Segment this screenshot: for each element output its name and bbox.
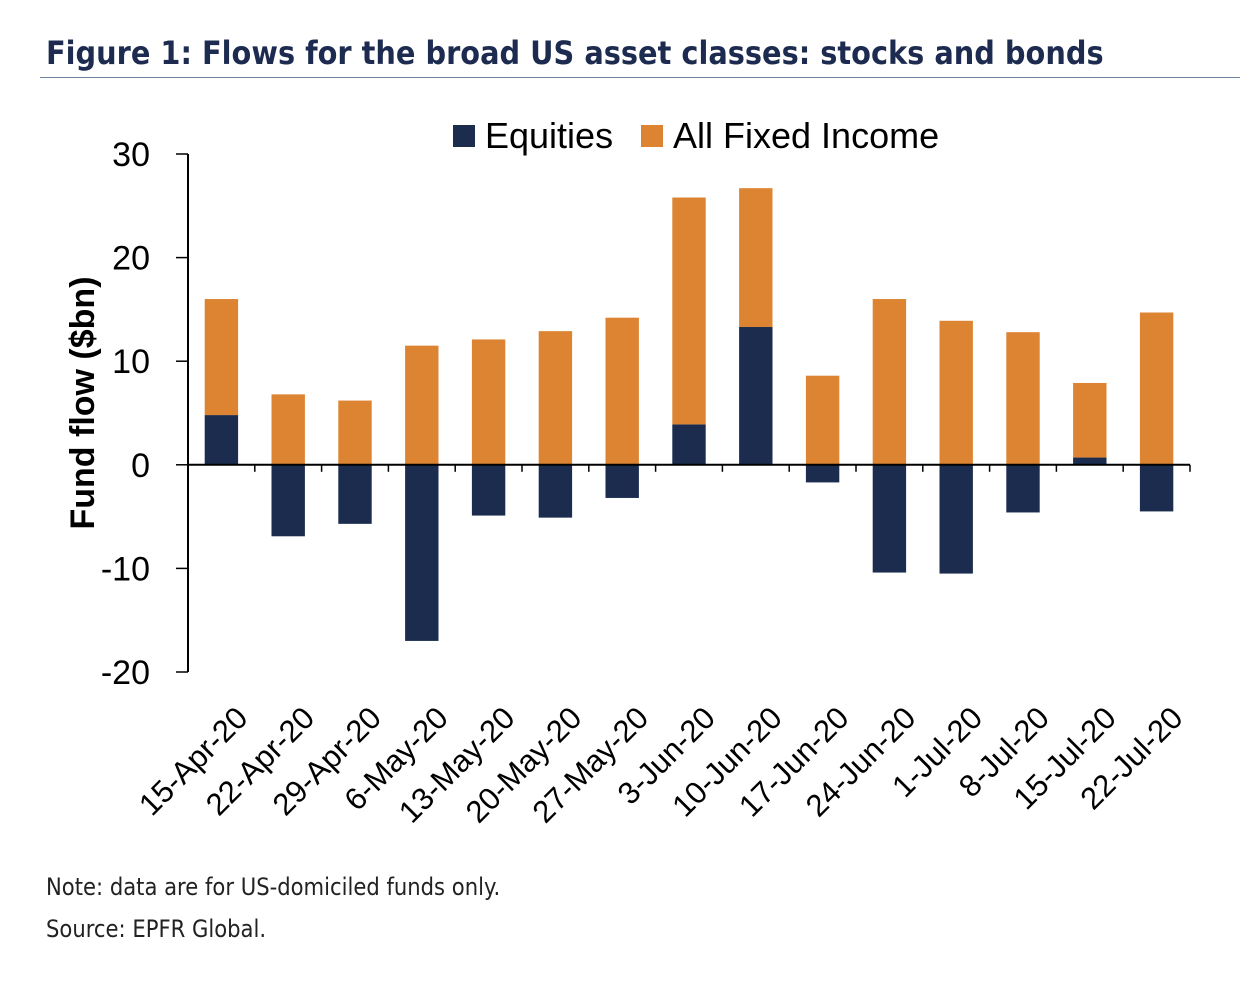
legend-label-equities: Equities: [485, 115, 613, 156]
bar-equities-15-apr-20: [204, 415, 239, 465]
bar-fixed-income-15-jul-20: [1073, 382, 1107, 458]
y-tick-label: -10: [101, 550, 150, 588]
bar-equities-13-may-20: [471, 464, 506, 516]
bar-equities-29-apr-20: [338, 464, 372, 524]
bar-fixed-income-22-jul-20: [1139, 312, 1174, 465]
bar-fixed-income-6-may-20: [405, 345, 439, 465]
y-axis-title: Fund flow ($bn): [64, 276, 102, 529]
bar-fixed-income-1-jul-20: [939, 320, 973, 465]
note-text: Note: data are for US-domiciled funds on…: [46, 873, 501, 901]
bar-fixed-income-29-apr-20: [338, 400, 372, 465]
bar-fixed-income-20-may-20: [538, 331, 573, 465]
bar-equities-27-may-20: [605, 464, 639, 498]
bar-fixed-income-10-jun-20: [739, 188, 773, 328]
y-tick-label: 10: [112, 343, 150, 381]
figure-title: Figure 1: Flows for the broad US asset c…: [46, 34, 1104, 72]
axes-group: [176, 153, 1191, 673]
bar-fixed-income-22-apr-20: [271, 394, 305, 465]
bar-equities-22-jul-20: [1139, 464, 1174, 512]
bar-equities-15-jul-20: [1073, 457, 1107, 465]
title-rule: [40, 77, 1240, 78]
bar-equities-20-may-20: [538, 464, 573, 518]
bar-equities-22-apr-20: [271, 464, 305, 537]
source-text: Source: EPFR Global.: [46, 915, 267, 943]
bar-equities-6-may-20: [405, 464, 439, 641]
fund-flow-chart: Equities All Fixed Income Fund flow ($bn)…: [64, 115, 1191, 830]
y-tick-label: 30: [112, 136, 150, 174]
legend-swatch-fixed-income: [641, 125, 663, 147]
bar-equities-1-jul-20: [939, 464, 973, 574]
legend: Equities All Fixed Income: [453, 115, 939, 156]
y-tick-labels: 30 20 10 0 -10 -20: [101, 136, 150, 692]
y-axis-title-group: Fund flow ($bn): [64, 276, 102, 529]
y-tick-label: -20: [101, 654, 150, 692]
y-tick-label: 20: [112, 240, 150, 278]
bar-fixed-income-8-jul-20: [1006, 332, 1040, 465]
bar-fixed-income-3-jun-20: [672, 197, 706, 425]
bar-fixed-income-24-jun-20: [872, 299, 907, 465]
legend-swatch-equities: [453, 125, 475, 147]
bar-equities-17-jun-20: [805, 464, 840, 483]
bar-equities-3-jun-20: [672, 424, 706, 465]
bar-fixed-income-17-jun-20: [805, 375, 840, 465]
x-tick-labels: 15-Apr-2022-Apr-2029-Apr-206-May-2013-Ma…: [132, 700, 1189, 830]
bar-fixed-income-13-may-20: [471, 339, 506, 465]
bar-equities-24-jun-20: [872, 464, 907, 573]
y-tick-label: 0: [131, 447, 150, 485]
bar-equities-8-jul-20: [1006, 464, 1040, 513]
bar-fixed-income-15-apr-20: [204, 299, 239, 416]
bars-group: [204, 188, 1174, 641]
bar-equities-10-jun-20: [739, 327, 773, 465]
bar-fixed-income-27-may-20: [605, 317, 639, 465]
legend-label-fixed-income: All Fixed Income: [673, 115, 939, 156]
